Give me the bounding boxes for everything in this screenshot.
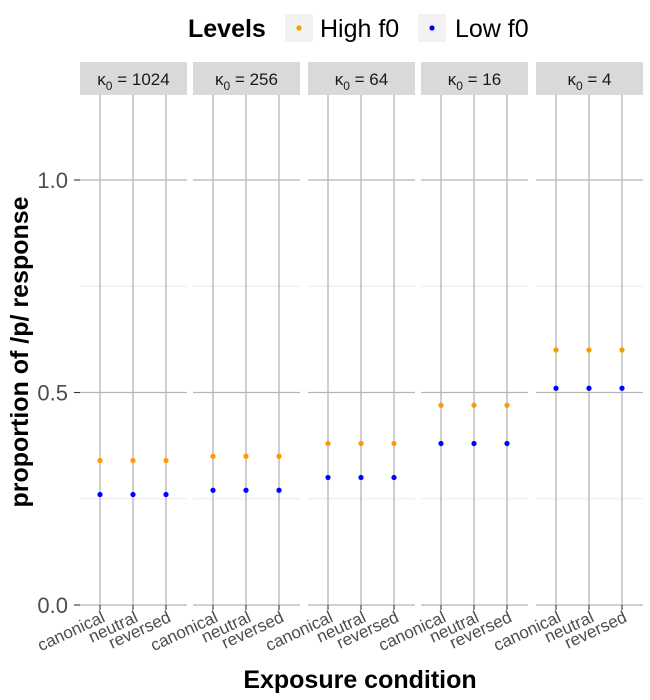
data-point-low-f0-canonical xyxy=(553,385,559,391)
data-point-high-f0-neutral xyxy=(471,402,477,408)
data-point-high-f0-reversed xyxy=(276,453,282,459)
strip-kappa: κ xyxy=(335,70,344,89)
data-point-low-f0-reversed xyxy=(276,487,282,493)
data-point-low-f0-reversed xyxy=(504,440,510,447)
y-tick-label: 1.0 xyxy=(37,168,68,193)
y-tick-label: 0.0 xyxy=(37,593,68,618)
strip-value: = 256 xyxy=(230,70,278,89)
strip-kappa: κ xyxy=(567,70,576,89)
data-point-low-f0-reversed xyxy=(163,491,169,498)
data-point-high-f0-reversed xyxy=(163,457,169,464)
legend-title: Levels xyxy=(188,15,266,43)
strip-subscript: 0 xyxy=(456,79,463,93)
facet-strip-label: κ0 = 16 xyxy=(448,70,501,93)
strip-value: = 16 xyxy=(463,70,501,89)
facet-strip-label: κ0 = 64 xyxy=(335,70,388,93)
legend-label-low-f0: Low f0 xyxy=(455,15,529,43)
data-point-high-f0-canonical xyxy=(438,402,444,408)
facet-strip-label: κ0 = 1024 xyxy=(97,70,169,93)
data-point-low-f0-canonical xyxy=(438,440,444,447)
facet-strip xyxy=(193,62,300,95)
y-tick-label: 0.5 xyxy=(37,381,68,406)
data-point-high-f0-reversed xyxy=(504,402,510,408)
data-point-low-f0-neutral xyxy=(471,440,477,447)
data-point-low-f0-neutral xyxy=(358,474,364,481)
strip-subscript: 0 xyxy=(343,79,350,93)
legend-entry-high-f0: High f0 xyxy=(285,14,399,43)
data-point-high-f0-neutral xyxy=(358,440,364,447)
data-point-high-f0-neutral xyxy=(586,347,592,353)
data-point-high-f0-canonical xyxy=(553,347,559,353)
strip-value: = 4 xyxy=(583,70,612,89)
data-point-low-f0-neutral xyxy=(243,487,249,493)
strip-kappa: κ xyxy=(448,70,457,89)
legend-label-high-f0: High f0 xyxy=(320,15,399,43)
facet-strip xyxy=(421,62,528,95)
x-axis-title: Exposure condition xyxy=(243,666,476,694)
data-point-low-f0-neutral xyxy=(586,385,592,391)
facet-strip-label: κ0 = 256 xyxy=(215,70,278,93)
legend-dot-high-f0 xyxy=(296,25,302,31)
strip-subscript: 0 xyxy=(106,79,113,93)
data-point-low-f0-canonical xyxy=(210,487,216,493)
legend-entry-low-f0: Low f0 xyxy=(418,14,529,43)
strip-subscript: 0 xyxy=(576,79,583,93)
data-point-low-f0-canonical xyxy=(325,474,331,481)
data-point-low-f0-reversed xyxy=(619,385,625,391)
y-axis: 0.0 0.5 1.0 xyxy=(37,168,80,618)
data-point-high-f0-canonical xyxy=(325,440,331,447)
data-point-low-f0-neutral xyxy=(130,491,136,498)
data-point-high-f0-reversed xyxy=(619,347,625,353)
data-point-high-f0-neutral xyxy=(243,453,249,459)
data-point-low-f0-reversed xyxy=(391,474,397,481)
strip-value: = 64 xyxy=(350,70,388,89)
strip-subscript: 0 xyxy=(224,79,231,93)
facet-strip xyxy=(536,62,643,95)
strip-kappa: κ xyxy=(215,70,224,89)
strip-value: = 1024 xyxy=(112,70,169,89)
facet-strip xyxy=(80,62,187,95)
data-point-high-f0-reversed xyxy=(391,440,397,447)
data-point-high-f0-neutral xyxy=(130,457,136,464)
y-axis-title: proportion of /p/ response xyxy=(6,196,34,507)
legend-dot-low-f0 xyxy=(429,25,435,31)
data-point-high-f0-canonical xyxy=(210,453,216,459)
data-point-low-f0-canonical xyxy=(97,491,103,498)
strip-kappa: κ xyxy=(97,70,106,89)
facet-strip-label: κ0 = 4 xyxy=(567,70,611,93)
legend: Levels High f0 Low f0 xyxy=(188,14,529,43)
facet-strip xyxy=(308,62,415,95)
data-point-high-f0-canonical xyxy=(97,457,103,464)
